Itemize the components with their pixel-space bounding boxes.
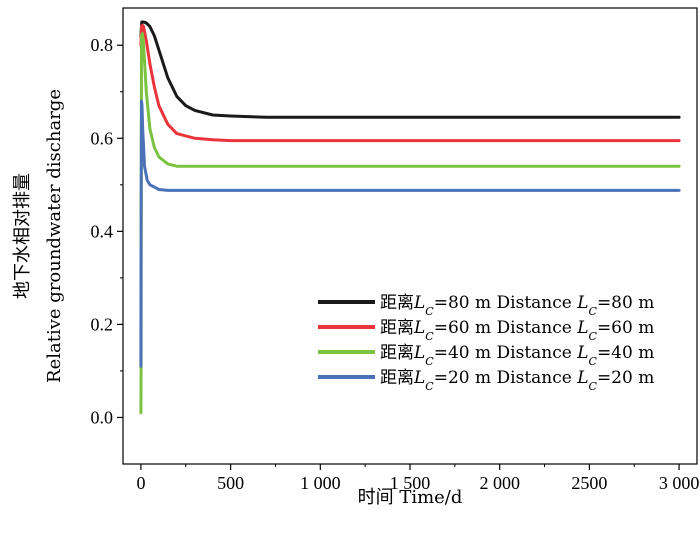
x-axis-title: 时间 Time/d	[358, 487, 463, 508]
y-tick-label: 0.6	[91, 128, 114, 148]
series-line-lc-80m	[139, 20, 681, 119]
y-tick-label: 0.8	[91, 35, 114, 55]
y-axis-title-en: Relative groundwater discharge	[44, 89, 65, 383]
legend-label: 距离LC=20 m Distance LC=20 m	[380, 368, 654, 393]
y-axis-title: 地下水相对排量 Relative groundwater discharge	[12, 89, 65, 383]
y-axis-title-cn: 地下水相对排量	[12, 173, 33, 299]
y-tick-label: 0.2	[91, 314, 114, 334]
legend-label: 距离LC=40 m Distance LC=40 m	[380, 343, 654, 368]
axis-ticks: 0 500 1 000 1 500 2 000 2500 3 000 0.0 0.2 0.4 0.6…	[91, 35, 700, 493]
series-line-lc-60m	[139, 23, 681, 143]
x-tick-label: 1 500	[390, 473, 431, 493]
legend-label: 距离LC=80 m Distance LC=80 m	[380, 293, 654, 318]
x-tick-label: 1 000	[300, 473, 341, 493]
y-tick-label: 0.4	[91, 221, 114, 241]
series-line-lc-40m	[139, 32, 681, 415]
x-tick-label: 0	[136, 473, 145, 493]
plot-area	[139, 20, 681, 415]
x-tick-label: 2500	[571, 473, 607, 493]
x-tick-label: 500	[217, 473, 244, 493]
series-line-lc-20m	[139, 99, 681, 368]
x-tick-label: 2 000	[479, 473, 520, 493]
plot-frame	[122, 7, 698, 465]
y-tick-label: 0.0	[91, 407, 114, 427]
legend-label: 距离LC=60 m Distance LC=60 m	[380, 318, 654, 343]
x-tick-label: 3 000	[659, 473, 700, 493]
